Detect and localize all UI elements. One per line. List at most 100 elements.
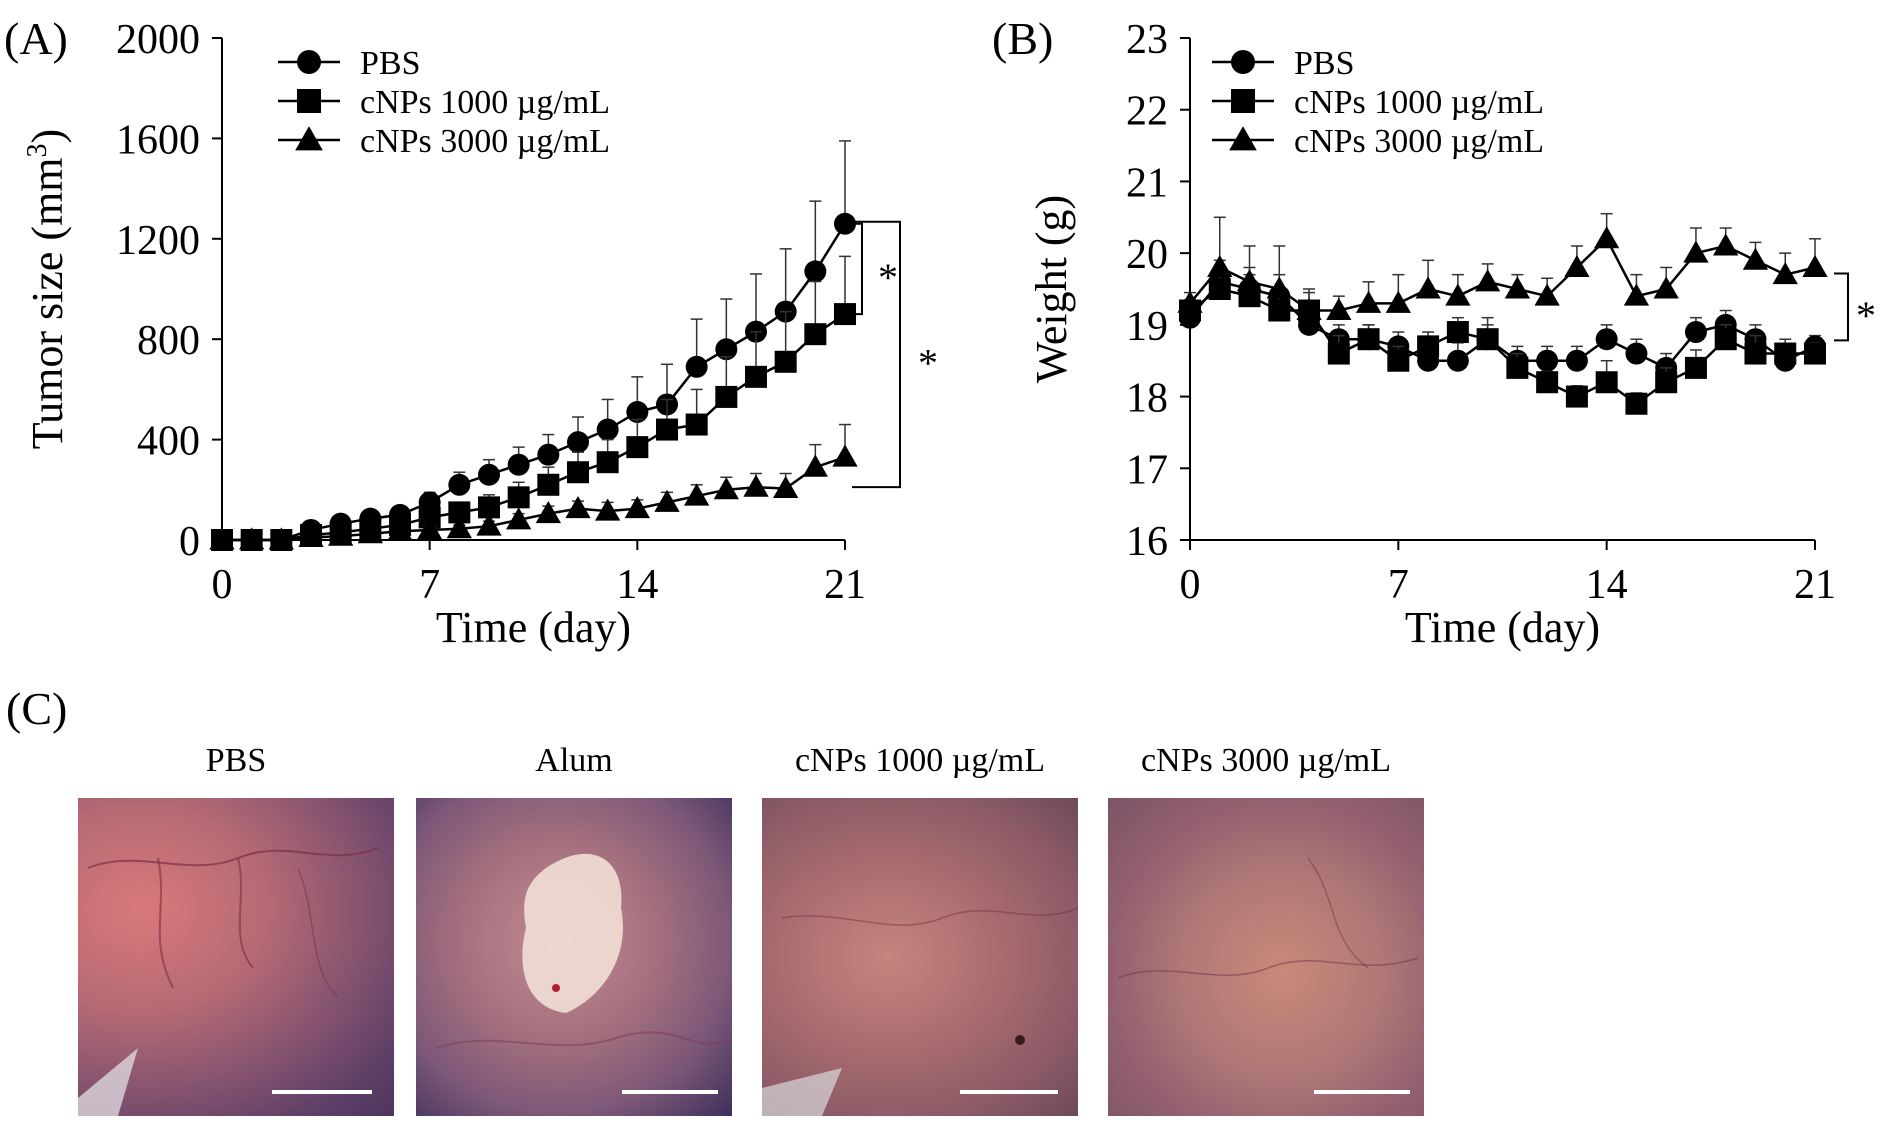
- y-tick-label: 800: [137, 318, 200, 364]
- data-point: [685, 355, 708, 378]
- data-point: [596, 451, 619, 474]
- data-point: [1536, 371, 1559, 394]
- y-tick-label: 1600: [116, 117, 200, 163]
- data-point: [506, 507, 532, 530]
- data-point: [298, 524, 324, 547]
- legend-marker: [297, 50, 321, 74]
- data-point: [654, 489, 680, 512]
- series-line: [222, 455, 846, 542]
- data-point: [743, 474, 769, 497]
- data-point: [1446, 349, 1469, 372]
- data-point: [1355, 290, 1382, 313]
- series-triangle: [1177, 212, 1828, 321]
- legend-label: cNPs 1000 µg/mL: [1294, 84, 1544, 121]
- series-line: [1189, 236, 1816, 312]
- x-axis-label: Time (day): [1405, 603, 1600, 652]
- panel-label: (A): [4, 13, 68, 64]
- significance-bracket: [852, 220, 901, 489]
- significance-star: *: [1856, 293, 1876, 338]
- data-point: [595, 498, 621, 521]
- x-tick-label: 0: [1180, 562, 1201, 608]
- photo-title-pbs: PBS: [205, 742, 267, 779]
- data-point: [626, 400, 649, 423]
- data-point: [1565, 385, 1588, 408]
- data-point: [268, 527, 294, 550]
- y-tick-label: 17: [1126, 447, 1168, 493]
- legend-label: cNPs 1000 µg/mL: [360, 84, 610, 121]
- photo-pbs: [78, 798, 394, 1116]
- legend-marker: [1231, 50, 1255, 74]
- data-point: [209, 527, 235, 550]
- data-point: [1446, 321, 1469, 344]
- data-point: [656, 418, 678, 441]
- data-point: [1326, 297, 1352, 321]
- y-axis-label-superscript: 3: [22, 143, 53, 157]
- x-tick-label: 21: [824, 562, 866, 608]
- data-point: [1714, 328, 1737, 351]
- data-point: [832, 444, 858, 467]
- photo-cnps-3000: [1108, 798, 1424, 1116]
- data-point: [387, 518, 413, 541]
- data-point: [448, 473, 471, 496]
- panel-c-label: (C): [6, 683, 68, 734]
- panel-label: (B): [992, 13, 1053, 64]
- data-point: [624, 495, 650, 519]
- scale-bar: [272, 1090, 372, 1094]
- data-point: [1534, 283, 1560, 306]
- data-point: [1684, 321, 1707, 344]
- data-point: [802, 454, 828, 477]
- y-tick-label: 1200: [116, 218, 200, 264]
- data-point: [1713, 233, 1739, 256]
- y-tick-label: 2000: [116, 17, 200, 63]
- data-point: [1236, 269, 1263, 292]
- data-point: [596, 418, 619, 441]
- data-point: [626, 436, 649, 459]
- data-point: [1594, 226, 1620, 249]
- data-point: [1357, 328, 1380, 351]
- x-tick-label: 7: [419, 562, 440, 608]
- significance-star: *: [878, 255, 898, 300]
- data-point: [715, 385, 738, 408]
- significance-bracket: [844, 222, 863, 316]
- legend-label: cNPs 3000 µg/mL: [360, 123, 610, 160]
- data-point: [1268, 299, 1291, 322]
- y-tick-label: 16: [1126, 519, 1168, 565]
- data-point: [774, 350, 797, 373]
- scale-bar: [960, 1090, 1058, 1094]
- data-point: [1445, 283, 1471, 306]
- y-axis-label: Weight (g): [1027, 195, 1076, 383]
- y-axis-label: Tumor size (mm3): [22, 129, 72, 449]
- data-point: [1208, 278, 1231, 300]
- data-point: [1802, 254, 1828, 277]
- data-point: [1506, 356, 1529, 379]
- x-tick-label: 0: [212, 562, 233, 608]
- y-tick-label: 0: [179, 519, 200, 565]
- x-axis-label: Time (day): [436, 603, 631, 652]
- data-point: [1625, 342, 1648, 365]
- scale-bar: [1314, 1090, 1410, 1094]
- y-tick-label: 19: [1126, 304, 1168, 350]
- data-point: [1387, 349, 1410, 372]
- series-triangle: [209, 423, 858, 550]
- significance-bracket: [1834, 272, 1849, 342]
- y-tick-label: 20: [1126, 232, 1168, 278]
- data-point: [1774, 342, 1797, 365]
- series-line: [1189, 287, 1815, 406]
- x-tick-label: 7: [1388, 562, 1409, 608]
- data-point: [417, 517, 443, 540]
- data-point: [1772, 262, 1798, 285]
- data-point: [476, 513, 502, 536]
- significance-star: *: [918, 340, 938, 385]
- y-tick-label: 23: [1126, 17, 1168, 63]
- data-point: [328, 523, 354, 546]
- data-point: [1742, 247, 1769, 270]
- data-point: [239, 527, 265, 550]
- data-point: [1595, 328, 1618, 351]
- data-point: [713, 477, 739, 500]
- vessels-pbs: [78, 847, 379, 1116]
- chart-a: 0 400 800 1200 1600 2000 0 7 14 21 Time (day) Tumor…: [4, 13, 938, 652]
- data-point: [1266, 276, 1292, 299]
- y-tick-label: 21: [1126, 160, 1168, 206]
- data-point: [537, 443, 560, 466]
